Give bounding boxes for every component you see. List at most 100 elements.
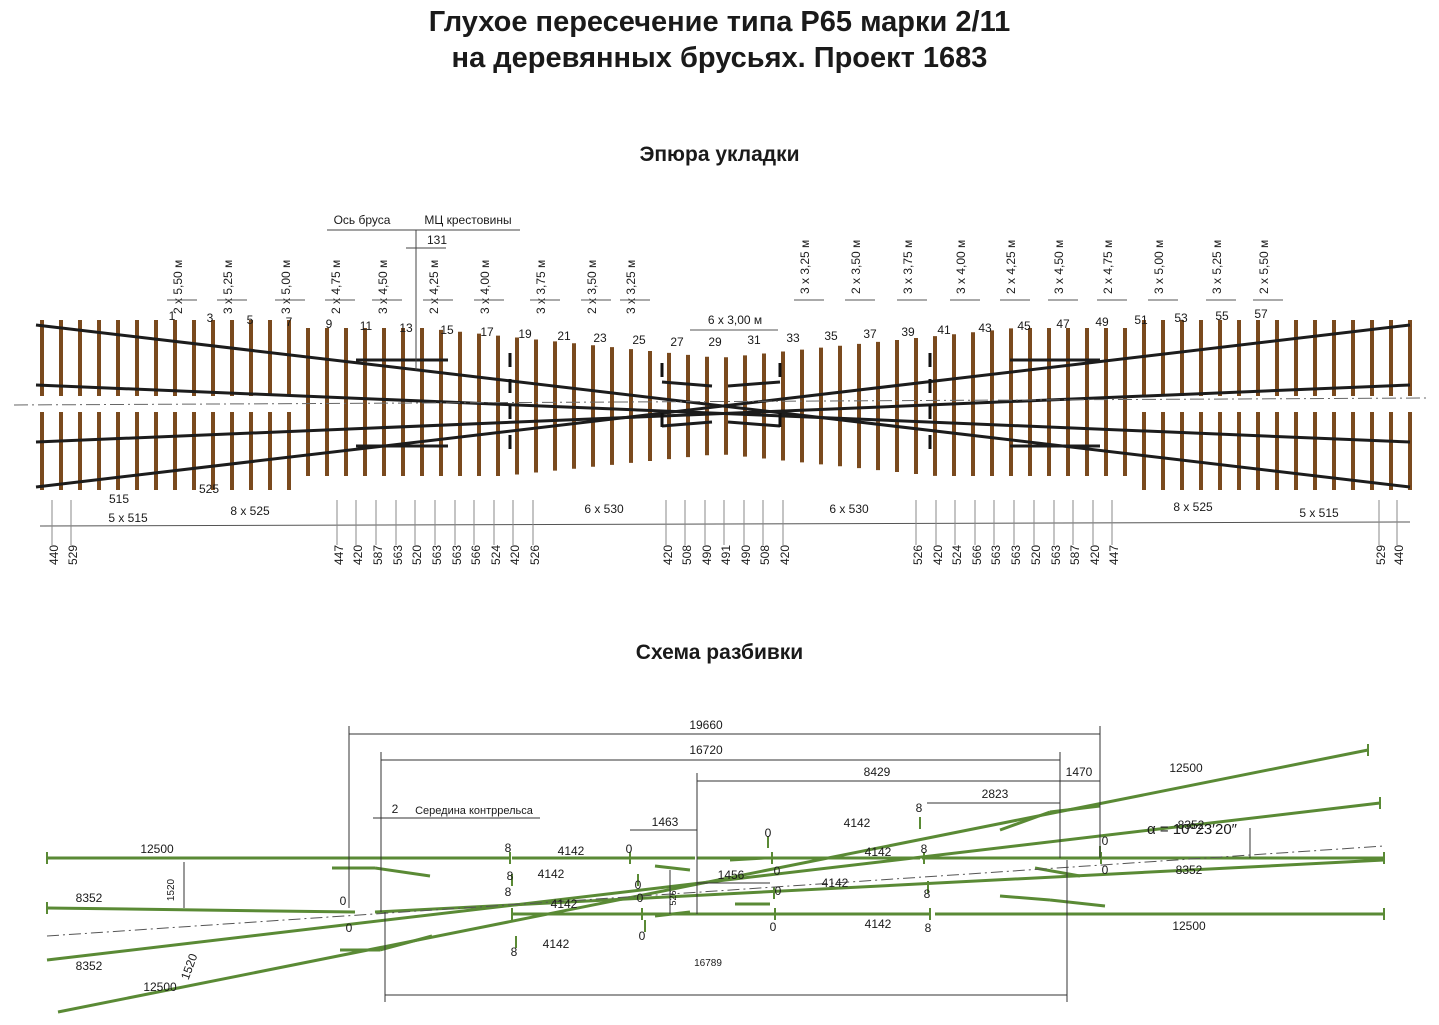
dim-bottom: 16789 bbox=[694, 958, 722, 969]
rail-line bbox=[57, 748, 1369, 1014]
frog-rail bbox=[661, 420, 713, 428]
tie-number: 51 bbox=[1134, 313, 1148, 327]
spacing-value: 524 bbox=[950, 545, 964, 565]
rail-length-12500-a: 12500 bbox=[140, 842, 174, 856]
tie-length-label: 2 х 4,75 м bbox=[1101, 240, 1115, 294]
tie-length-label: 2 х 3,50 м bbox=[585, 260, 599, 314]
dim-total: 19660 bbox=[689, 718, 723, 732]
rail-length-8352-b: 8352 bbox=[76, 959, 103, 973]
zero-11: 0 bbox=[1102, 834, 1109, 848]
tie-number: 21 bbox=[557, 329, 571, 343]
tie-number: 57 bbox=[1254, 307, 1268, 321]
spacing-value: 420 bbox=[508, 545, 522, 565]
gauge-left: 1520 bbox=[166, 878, 177, 901]
rail-piece-7: 4142 bbox=[822, 876, 849, 890]
zero-12: 0 bbox=[1102, 863, 1109, 877]
gap-5: 8 bbox=[916, 801, 923, 815]
spacing-value: 563 bbox=[450, 545, 464, 565]
spacing-value: 420 bbox=[1088, 545, 1102, 565]
tie-number: 3 bbox=[207, 311, 214, 325]
gap-2: 8 bbox=[507, 869, 514, 883]
gap-6: 8 bbox=[921, 842, 928, 856]
gap-4: 8 bbox=[511, 945, 518, 959]
rail-piece-2: 4142 bbox=[538, 867, 565, 881]
spacing-value: 508 bbox=[758, 545, 772, 565]
rail-piece-5: 4142 bbox=[844, 816, 871, 830]
zero-7: 0 bbox=[765, 826, 772, 840]
dim-inner: 16720 bbox=[689, 743, 723, 757]
track-rail bbox=[35, 383, 1411, 444]
rail-piece-8: 4142 bbox=[865, 917, 892, 931]
spacing-value: 563 bbox=[1049, 545, 1063, 565]
zero-10: 0 bbox=[770, 920, 777, 934]
spacing-value: 526 bbox=[911, 545, 925, 565]
tie-length-label: 3 х 3,75 м bbox=[534, 260, 548, 314]
axis-line bbox=[13, 397, 1431, 406]
dim-end: 1470 bbox=[1066, 765, 1093, 779]
guard-rail bbox=[374, 866, 431, 878]
tie-length-label: 3 х 5,00 м bbox=[1152, 240, 1166, 294]
spacing-label: 5 х 515 bbox=[108, 511, 148, 525]
tie-length-label: 3 х 4,50 м bbox=[376, 260, 390, 314]
tie-number: 19 bbox=[518, 327, 532, 341]
tie-number: 1 bbox=[169, 309, 176, 323]
epure-heading: Эпюра укладки bbox=[639, 143, 800, 166]
spacing-value: 563 bbox=[1009, 545, 1023, 565]
rail-piece-1: 4142 bbox=[558, 844, 585, 858]
gap-8: 8 bbox=[925, 921, 932, 935]
epure-drawing: 2 х 5,50 м 3 х 5,25 м 3 х 5,00 м 2 х 4,75 м… bbox=[13, 229, 1431, 565]
tie-length-label: 2 х 5,50 м bbox=[1257, 240, 1271, 294]
rail-piece-6: 4142 bbox=[865, 845, 892, 859]
tie-number: 7 bbox=[286, 315, 293, 329]
tie-length-label: 2 х 4,25 м bbox=[427, 260, 441, 314]
tie-length-label: 3 х 3,25 м bbox=[798, 240, 812, 294]
tie-number: 35 bbox=[824, 329, 838, 343]
epure-labels: Ось бруса МЦ крестовины 131 bbox=[334, 213, 512, 247]
zero-4: 0 bbox=[635, 878, 642, 892]
zero-1: 0 bbox=[340, 894, 347, 908]
layout-axis bbox=[46, 845, 1385, 937]
dim-seg: 1463 bbox=[652, 815, 679, 829]
tie-length-label: 2 х 4,75 м bbox=[329, 260, 343, 314]
spacing-value: 566 bbox=[970, 545, 984, 565]
spacing-value: 566 bbox=[469, 545, 483, 565]
tie-length-label: 2 х 5,50 м bbox=[171, 260, 185, 314]
tie-number: 23 bbox=[593, 331, 607, 345]
spacing-value: 520 bbox=[1029, 545, 1043, 565]
frog-rail bbox=[654, 910, 691, 918]
rail-length-8352-c: 8352 bbox=[1178, 818, 1205, 832]
spacing-value: 491 bbox=[719, 545, 733, 565]
dim-half: 8429 bbox=[864, 765, 891, 779]
spacing-value: 420 bbox=[661, 545, 675, 565]
axis-label: Ось бруса bbox=[334, 213, 391, 227]
spacing-label: 515 bbox=[109, 492, 129, 506]
gap-1: 8 bbox=[505, 841, 512, 855]
spacing-value: 440 bbox=[47, 545, 61, 565]
spacing-value: 490 bbox=[700, 545, 714, 565]
tie-number: 9 bbox=[326, 317, 333, 331]
spacing-value: 587 bbox=[371, 545, 385, 565]
spacing-label: 6 х 530 bbox=[584, 502, 624, 516]
dim-small: 526 bbox=[668, 890, 678, 905]
tie-number: 17 bbox=[480, 325, 494, 339]
tie-number: 45 bbox=[1017, 319, 1031, 333]
spacing-value: 529 bbox=[1374, 545, 1388, 565]
layout-heading: Схема разбивки bbox=[635, 641, 804, 664]
tie-number: 41 bbox=[937, 323, 951, 337]
tie-length-label: 3 х 4,50 м bbox=[1052, 240, 1066, 294]
tie-number: 33 bbox=[786, 331, 800, 345]
rail-piece-4: 4142 bbox=[543, 937, 570, 951]
gap-7: 8 bbox=[924, 887, 931, 901]
spacing-value: 563 bbox=[430, 545, 444, 565]
spacing-value: 420 bbox=[931, 545, 945, 565]
tie-length-label: 2 х 3,50 м bbox=[849, 240, 863, 294]
tie-length-label: 2 х 4,25 м bbox=[1004, 240, 1018, 294]
dim-cross: 1456 bbox=[718, 868, 745, 882]
frog-rail bbox=[729, 856, 766, 862]
rail-piece-3: 4142 bbox=[551, 897, 578, 911]
spacing-value: 447 bbox=[1107, 545, 1121, 565]
frog-rail bbox=[654, 864, 691, 872]
dim-two: 2 bbox=[392, 802, 399, 816]
guard-rail bbox=[1049, 898, 1106, 908]
